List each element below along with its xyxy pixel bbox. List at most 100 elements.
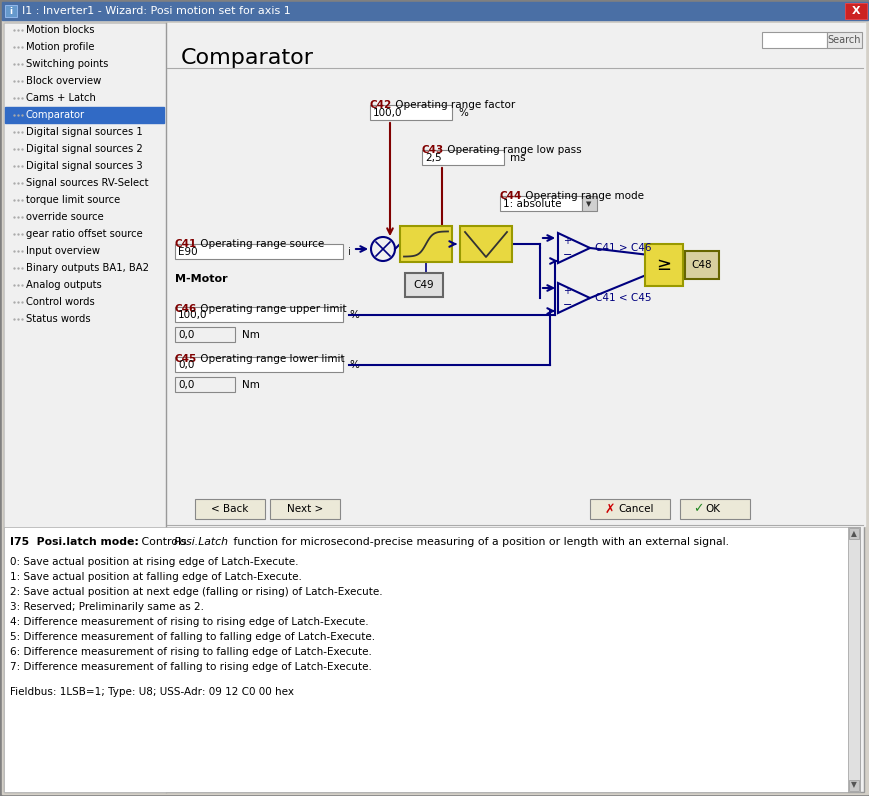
Bar [500,196,581,211]
Text: Comparator: Comparator [26,110,85,120]
Text: 0,0: 0,0 [178,360,194,370]
Text: Operating range lower limit: Operating range lower limit [196,354,344,364]
Text: Block overview: Block overview [26,76,101,86]
Bar [844,3,866,19]
Text: 100,0: 100,0 [178,310,208,320]
Text: %: % [348,360,359,370]
Bar [175,244,342,259]
Text: 7: Difference measurement of falling to rising edge of Latch-Execute.: 7: Difference measurement of falling to … [10,662,371,672]
Text: ▼: ▼ [586,201,591,207]
Bar [421,150,503,165]
Text: Controls: Controls [138,537,190,547]
Text: C41: C41 [175,239,197,249]
Text: %: % [348,310,359,320]
Text: %: % [457,108,468,118]
Text: Operating range mode: Operating range mode [521,191,643,201]
Bar [405,273,442,297]
Text: ≥: ≥ [656,256,671,274]
Text: 6: Difference measurement of rising to falling edge of Latch-Execute.: 6: Difference measurement of rising to f… [10,647,371,657]
Text: C43: C43 [421,145,444,155]
Text: < Back: < Back [211,504,249,514]
Text: C44: C44 [500,191,521,201]
Bar [195,499,265,519]
Bar [761,32,826,48]
Text: 0,0: 0,0 [178,380,194,390]
Text: −: − [562,300,572,310]
Text: 100,0: 100,0 [373,108,402,118]
Text: ms: ms [509,153,525,163]
Bar [581,196,596,211]
Text: X: X [851,6,859,16]
Text: Search: Search [826,35,859,45]
Text: C41 > C46: C41 > C46 [594,243,651,253]
Text: I1 : Inverter1 - Wizard: Posi motion set for axis 1: I1 : Inverter1 - Wizard: Posi motion set… [22,6,290,16]
Bar [589,499,669,519]
Text: ✓: ✓ [693,502,703,516]
Text: +: + [562,236,570,246]
Text: Operating range source: Operating range source [196,239,324,249]
Text: Signal sources RV-Select: Signal sources RV-Select [26,178,149,188]
Text: 3: Reserved; Preliminarily same as 2.: 3: Reserved; Preliminarily same as 2. [10,602,203,612]
Text: override source: override source [26,212,103,222]
Text: ▼: ▼ [850,781,856,790]
Bar [644,244,682,286]
Bar [4,23,166,792]
Bar [680,499,749,519]
Text: Cams + Latch: Cams + Latch [26,93,96,103]
Text: OK: OK [704,504,720,514]
Text: Status words: Status words [26,314,90,324]
Text: Posi.Latch: Posi.Latch [174,537,229,547]
Text: i: i [10,6,12,15]
Bar [175,357,342,372]
Bar [167,23,864,526]
Text: i: i [348,247,350,257]
Text: gear ratio offset source: gear ratio offset source [26,229,143,239]
Text: Fieldbus: 1LSB=1; Type: U8; USS-Adr: 09 12 C0 00 hex: Fieldbus: 1LSB=1; Type: U8; USS-Adr: 09 … [10,687,294,697]
Text: −: − [562,250,572,260]
Text: function for microsecond-precise measuring of a position or length with an exter: function for microsecond-precise measuri… [229,537,728,547]
Bar [369,105,452,120]
Text: Digital signal sources 2: Digital signal sources 2 [26,144,143,154]
Text: 2,5: 2,5 [425,153,441,163]
Text: +: + [562,286,570,296]
Text: Binary outputs BA1, BA2: Binary outputs BA1, BA2 [26,263,149,273]
Text: Control words: Control words [26,297,95,307]
Bar [269,499,340,519]
Text: 4: Difference measurement of rising to rising edge of Latch-Execute.: 4: Difference measurement of rising to r… [10,617,368,627]
Text: Cancel: Cancel [617,504,653,514]
Text: 1: Save actual position at falling edge of Latch-Execute.: 1: Save actual position at falling edge … [10,572,302,582]
Text: Switching points: Switching points [26,59,109,69]
Text: C41 < C45: C41 < C45 [594,293,651,303]
Bar [848,528,858,539]
Text: torque limit source: torque limit source [26,195,120,205]
Text: C46: C46 [175,304,197,314]
Text: C48: C48 [691,260,712,270]
Text: Analog outputs: Analog outputs [26,280,102,290]
Bar [175,307,342,322]
Bar [5,5,17,17]
Bar [460,226,512,262]
Text: 1: absolute: 1: absolute [502,199,561,209]
Text: ✗: ✗ [604,502,614,516]
Bar [2,2,867,20]
Text: Motion blocks: Motion blocks [26,25,95,35]
Text: 2: Save actual position at next edge (falling or rising) of Latch-Execute.: 2: Save actual position at next edge (fa… [10,587,382,597]
Bar [5,107,164,123]
Text: ▲: ▲ [850,529,856,539]
Text: 0,0: 0,0 [178,330,194,340]
Text: E90: E90 [178,247,197,257]
Text: Next >: Next > [287,504,322,514]
Text: Comparator: Comparator [181,48,314,68]
Text: 5: Difference measurement of falling to falling edge of Latch-Execute.: 5: Difference measurement of falling to … [10,632,375,642]
Text: Nm: Nm [242,330,260,340]
Bar [175,377,235,392]
Bar [826,32,861,48]
Text: M-Motor: M-Motor [175,274,228,284]
Bar [4,527,859,792]
Bar [684,251,718,279]
Bar [175,327,235,342]
Text: Digital signal sources 1: Digital signal sources 1 [26,127,143,137]
Text: C42: C42 [369,100,392,110]
Bar [400,226,452,262]
Text: Digital signal sources 3: Digital signal sources 3 [26,161,143,171]
